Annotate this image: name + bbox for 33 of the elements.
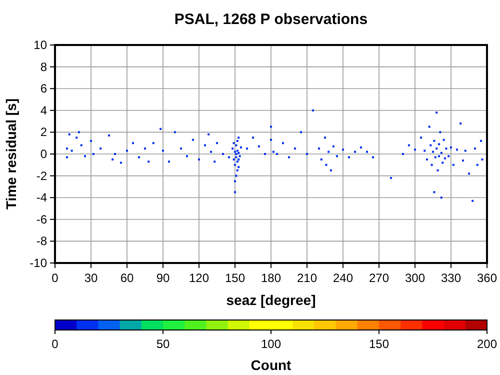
x-tick-label: 300 — [404, 271, 426, 285]
x-tick-label: 60 — [120, 271, 134, 285]
y-tick-label: 0 — [40, 147, 48, 161]
x-tick-label: 270 — [368, 271, 390, 285]
y-tick-label: 2 — [40, 125, 48, 140]
y-tick-label: 10 — [34, 38, 48, 52]
x-tick-label: 90 — [156, 271, 170, 285]
x-tick-label: 120 — [188, 271, 210, 285]
x-axis-title: seaz [degree] — [226, 292, 316, 308]
color-bar-label: 0 — [52, 337, 59, 351]
x-tick-label: 30 — [84, 271, 98, 285]
x-tick-label: 240 — [332, 271, 354, 285]
x-tick-label: 180 — [260, 271, 282, 285]
y-tick-label: -4 — [36, 190, 48, 205]
y-tick-label: 6 — [40, 82, 48, 96]
color-bar-label: 200 — [476, 337, 498, 351]
color-bar-label: 100 — [260, 337, 282, 351]
y-tick-label: -8 — [36, 234, 48, 248]
y-tick-label: 4 — [40, 103, 48, 118]
color-bar-label: 50 — [156, 337, 170, 351]
chart-title: PSAL, 1268 P observations — [174, 11, 368, 28]
x-tick-label: 210 — [296, 271, 318, 285]
y-tick-label: -2 — [36, 168, 48, 183]
color-bar-label: 150 — [368, 337, 390, 351]
x-tick-label: 360 — [476, 271, 498, 285]
color-bar-title: Count — [250, 357, 292, 373]
y-axis-title: Time residual [s] — [3, 98, 19, 210]
x-tick-label: 150 — [224, 271, 246, 285]
x-tick-label: 330 — [440, 271, 462, 285]
y-tick-label: -10 — [30, 256, 48, 270]
y-tick-label: -6 — [36, 212, 48, 226]
x-tick-label: 0 — [52, 271, 59, 285]
y-tick-label: 8 — [40, 60, 48, 74]
